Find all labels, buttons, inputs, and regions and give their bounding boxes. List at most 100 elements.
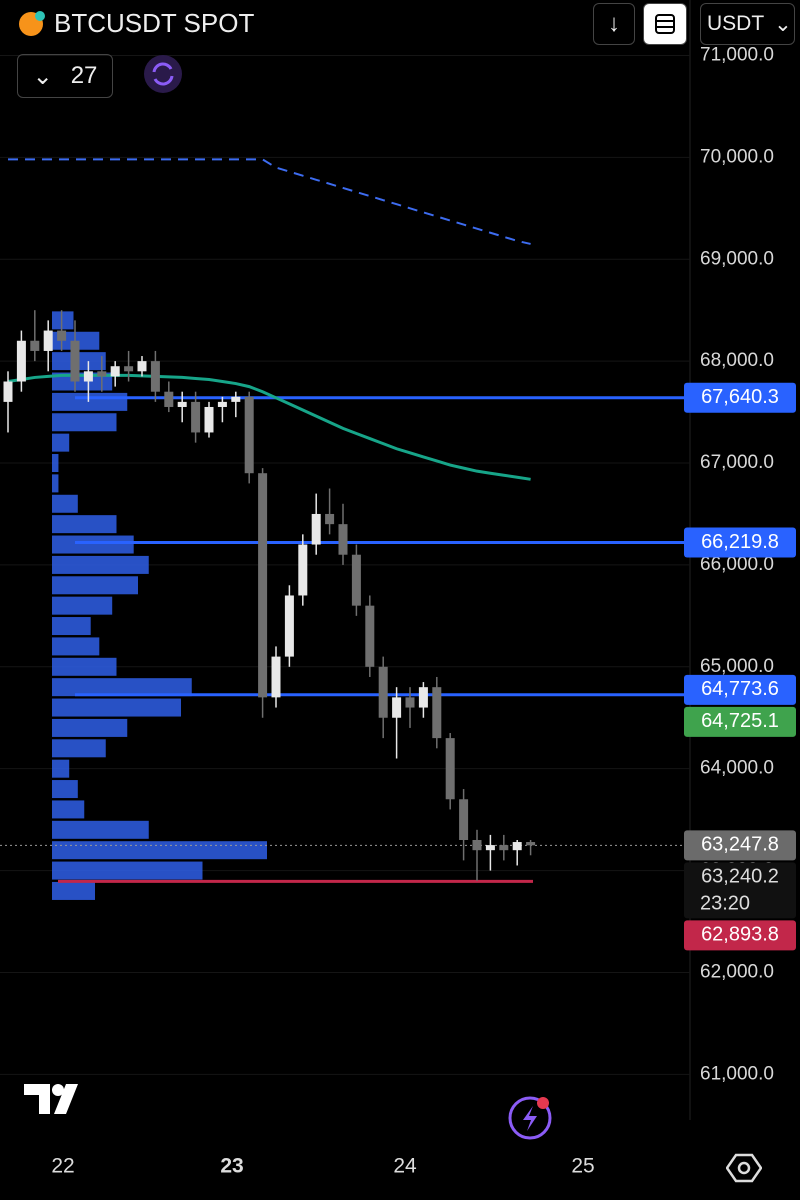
candle-body	[378, 666, 388, 718]
candle-body	[284, 595, 294, 657]
currency: USDT	[707, 12, 765, 35]
y-tick-label: 61,000.0	[700, 1063, 774, 1084]
x-tick-label: 22	[51, 1155, 74, 1178]
candle-body	[164, 391, 174, 407]
coin-icon	[19, 10, 45, 36]
volume-profile-bar	[52, 718, 128, 737]
price-badge-label: 62,893.8	[701, 924, 779, 946]
candle-body	[485, 845, 495, 851]
flash-icon[interactable]	[506, 1094, 554, 1142]
y-tick-label: 66,000.0	[700, 554, 774, 575]
y-tick-label: 69,000.0	[700, 248, 774, 269]
y-tick-label: 68,000.0	[700, 350, 774, 371]
price-badge	[684, 674, 796, 705]
volume-profile-bar	[52, 596, 113, 615]
candle-body	[445, 738, 455, 800]
candle-body	[124, 366, 134, 372]
candle-body	[217, 401, 227, 407]
download-button[interactable]: ↓	[593, 3, 635, 45]
volume-profile-bar	[52, 617, 91, 636]
volume-profile-bar	[52, 494, 78, 513]
price-badge-label: 63,240.2	[701, 866, 779, 888]
y-tick-label: 67,000.0	[700, 452, 774, 473]
candle-body	[83, 371, 93, 382]
candle-body	[231, 396, 241, 402]
candle-body	[459, 799, 469, 840]
volume-profile-bar	[52, 474, 59, 493]
candle-body	[70, 340, 80, 382]
y-tick-label: 71,000.0	[700, 44, 774, 65]
volume-profile-bar	[52, 372, 113, 391]
candle-body	[258, 473, 268, 698]
volume-profile-bar	[52, 800, 85, 819]
moving-average	[7, 373, 531, 481]
settings-icon[interactable]	[726, 1150, 762, 1186]
candle-body	[30, 340, 40, 351]
volume-profile-bar	[52, 841, 267, 860]
candle-body	[204, 406, 214, 433]
volume-profile-bar	[52, 678, 192, 697]
interval-button[interactable]: ⌄ 27	[17, 54, 113, 98]
candle-body	[526, 842, 536, 846]
volume-profile-bar	[52, 759, 70, 778]
x-tick-label: 23	[220, 1155, 243, 1178]
candle-body	[392, 697, 402, 718]
volume-profile-bar	[52, 515, 117, 534]
currency-button[interactable]: USDT ⌄	[700, 3, 795, 45]
volume-profile-bar	[52, 780, 78, 799]
interval: 27	[70, 62, 98, 89]
layout-button[interactable]	[643, 3, 687, 45]
candle-body	[405, 697, 415, 708]
candle-body	[512, 842, 522, 851]
candle-body	[97, 371, 107, 377]
candle-body	[311, 513, 321, 545]
price-badge	[684, 830, 796, 861]
moving-average	[8, 158, 531, 245]
candle-body	[57, 330, 67, 341]
candle-body	[110, 366, 120, 377]
candle-body	[298, 544, 308, 596]
candle-body	[177, 401, 187, 407]
price-badge-label: 63,247.8	[701, 834, 779, 856]
price-badge	[684, 382, 796, 413]
symbol-header[interactable]: BTCUSDT SPOT	[16, 8, 254, 39]
price-badge	[684, 527, 796, 558]
countdown: 23:20	[700, 893, 750, 915]
volume-profile-bar	[52, 454, 59, 473]
y-tick-label: 62,000.0	[700, 961, 774, 982]
candle-body	[271, 656, 281, 698]
sync-icon[interactable]	[143, 54, 183, 94]
volume-profile-bar	[52, 433, 70, 452]
volume-profile-bar	[52, 413, 117, 432]
y-tick-label: 70,000.0	[700, 146, 774, 167]
candle-body	[150, 361, 160, 392]
price-badge	[684, 862, 796, 919]
candle-body	[325, 513, 335, 525]
price-badge	[684, 920, 796, 951]
chevron: ⌄	[774, 12, 792, 36]
candle-body	[365, 605, 375, 667]
y-tick-label: 64,000.0	[700, 758, 774, 779]
candle-body	[472, 840, 482, 851]
candle-body	[499, 845, 509, 851]
volume-profile-bar	[52, 881, 95, 900]
tv-logo	[24, 1084, 78, 1114]
layout-icon	[655, 14, 675, 34]
volume-profile-bar	[52, 555, 149, 574]
volume-profile-bar	[52, 657, 117, 676]
x-tick-label: 24	[393, 1155, 417, 1178]
price-badge-label: 64,773.6	[701, 678, 779, 700]
volume-profile-bar	[52, 820, 149, 839]
price-badge-label: 64,725.1	[701, 710, 779, 732]
candle-body	[191, 401, 201, 433]
candle-body	[338, 524, 348, 555]
symbol: BTCUSDT SPOT	[54, 8, 255, 38]
volume-profile-bar	[52, 861, 203, 880]
volume-profile-bar	[52, 698, 181, 717]
volume-profile-bar	[52, 392, 128, 411]
candle-body	[351, 554, 361, 606]
candle-body	[3, 381, 13, 402]
y-tick-label: 65,000.0	[700, 656, 774, 677]
